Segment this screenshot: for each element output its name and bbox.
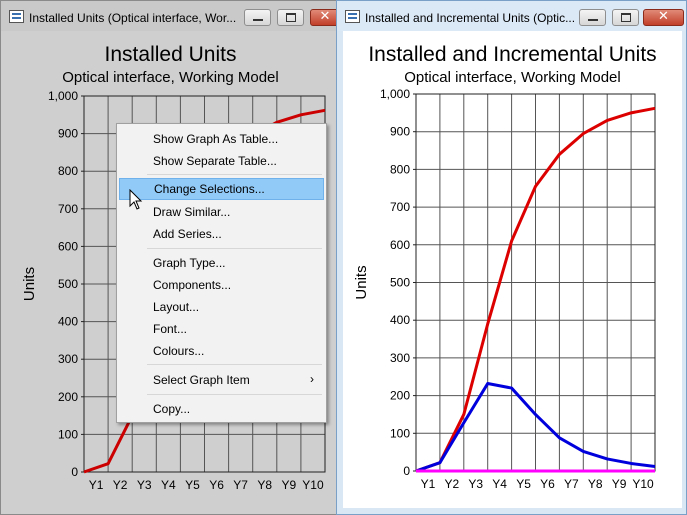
menu-item-colours[interactable]: Colours... [153, 344, 205, 358]
series-line-2 [415, 382, 656, 473]
y-tick-label: 100 [58, 427, 78, 441]
x-tick-label: Y9 [282, 478, 297, 492]
y-tick-label: 100 [390, 426, 410, 440]
line-chart[interactable]: 0 100 200 300 400 500 600 700 800 900 1,000 Y1 Y2 Y3 Y… [343, 31, 682, 508]
x-tick-label: Y6 [209, 478, 224, 492]
close-button[interactable]: ✕ [310, 9, 340, 26]
menu-item-graph-type[interactable]: Graph Type... [153, 256, 226, 270]
chart-area[interactable]: Installed and Incremental Units Optical … [343, 31, 682, 508]
x-tick-label: Y4 [492, 477, 507, 491]
title-bar[interactable]: Installed and Incremental Units (Optic..… [337, 1, 686, 31]
y-tick-label: 500 [58, 277, 78, 291]
window-title: Installed and Incremental Units (Optic..… [365, 11, 576, 25]
close-button[interactable]: ✕ [643, 9, 684, 26]
x-tick-label: Y10 [302, 478, 324, 492]
y-tick-label: 1,000 [48, 89, 78, 103]
menu-item-components[interactable]: Components... [153, 278, 232, 292]
x-tick-label: Y10 [632, 477, 654, 491]
menu-item-copy[interactable]: Copy... [153, 402, 191, 416]
minimize-button[interactable] [244, 9, 271, 26]
x-tick-label: Y5 [516, 477, 531, 491]
y-tick-label: 700 [58, 202, 78, 216]
x-tick-label: Y2 [113, 478, 128, 492]
menu-item-draw-similar[interactable]: Draw Similar... [153, 205, 231, 219]
maximize-icon [621, 13, 631, 22]
mouse-cursor-icon [129, 189, 143, 210]
menu-item-add-series[interactable]: Add Series... [153, 227, 222, 241]
y-tick-label: 600 [390, 238, 410, 252]
x-tick-label: Y2 [445, 477, 460, 491]
close-icon: ✕ [319, 9, 331, 24]
menu-item-show-graph-as-table[interactable]: Show Graph As Table... [153, 132, 279, 146]
y-tick-label: 1,000 [380, 87, 410, 101]
maximize-button[interactable] [612, 9, 639, 26]
menu-item-font[interactable]: Font... [153, 322, 188, 336]
y-tick-label: 800 [390, 162, 410, 176]
y-tick-label: 800 [58, 164, 78, 178]
menu-separator [147, 174, 322, 175]
y-tick-label: 200 [390, 389, 410, 403]
x-tick-label: Y5 [185, 478, 200, 492]
y-tick-label: 900 [58, 127, 78, 141]
y-tick-label: 700 [390, 200, 410, 214]
window-title: Installed Units (Optical interface, Wor.… [29, 11, 237, 25]
series-line-1 [415, 106, 656, 473]
context-menu[interactable]: Show Graph As Table... Show Separate Tab… [116, 123, 327, 423]
menu-item-select-graph-item[interactable]: Select Graph Item › [153, 372, 314, 387]
menu-item-layout[interactable]: Layout... [153, 300, 200, 314]
installed-incremental-units-window[interactable]: Installed and Incremental Units (Optic..… [336, 0, 687, 515]
chart-title: Installed Units [104, 43, 237, 66]
y-tick-label: 0 [71, 465, 78, 479]
y-tick-label: 600 [58, 239, 78, 253]
x-tick-label: Y7 [233, 478, 248, 492]
chart-app-icon [9, 10, 24, 23]
x-tick-label: Y1 [421, 477, 436, 491]
minimize-icon [253, 19, 263, 21]
chart-title: Installed and Incremental Units [368, 43, 657, 66]
x-tick-label: Y4 [161, 478, 176, 492]
menu-separator [147, 248, 322, 249]
y-tick-label: 500 [390, 276, 410, 290]
menu-item-change-selections[interactable]: Change Selections... [119, 178, 324, 200]
chart-subtitle: Optical interface, Working Model [62, 69, 279, 86]
x-tick-label: Y1 [89, 478, 104, 492]
x-tick-label: Y7 [564, 477, 579, 491]
close-icon: ✕ [658, 9, 669, 24]
submenu-arrow-icon: › [310, 372, 314, 386]
menu-separator [147, 364, 322, 365]
y-axis-label: Units [353, 265, 370, 299]
y-tick-label: 200 [58, 390, 78, 404]
minimize-button[interactable] [579, 9, 606, 26]
y-tick-label: 400 [58, 315, 78, 329]
y-tick-label: 900 [390, 125, 410, 139]
y-tick-label: 300 [390, 351, 410, 365]
chart-subtitle: Optical interface, Working Model [404, 69, 621, 86]
x-tick-label: Y3 [137, 478, 152, 492]
x-tick-label: Y3 [468, 477, 483, 491]
title-bar[interactable]: Installed Units (Optical interface, Wor.… [1, 1, 340, 31]
x-tick-label: Y8 [588, 477, 603, 491]
menu-item-show-separate-table[interactable]: Show Separate Table... [153, 154, 277, 168]
y-tick-label: 300 [58, 352, 78, 366]
y-axis-label: Units [21, 267, 38, 301]
x-tick-label: Y6 [540, 477, 555, 491]
y-tick-label: 0 [403, 464, 410, 478]
x-tick-label: Y9 [612, 477, 627, 491]
minimize-icon [588, 19, 598, 21]
maximize-button[interactable] [277, 9, 304, 26]
menu-separator [147, 394, 322, 395]
chart-app-icon [345, 10, 360, 23]
maximize-icon [286, 13, 296, 22]
y-tick-label: 400 [390, 313, 410, 327]
x-tick-label: Y8 [257, 478, 272, 492]
